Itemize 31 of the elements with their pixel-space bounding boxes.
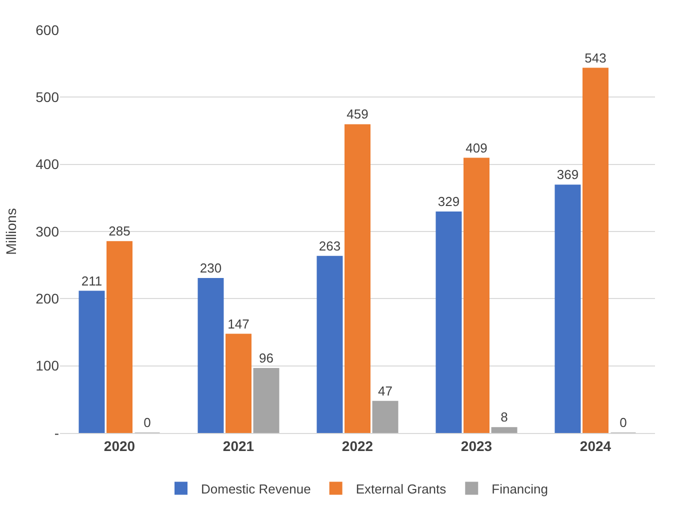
data-label: 96 — [259, 350, 274, 366]
data-label: 369 — [556, 167, 579, 182]
x-tick-label: 2023 — [460, 438, 492, 454]
data-label: 147 — [228, 316, 250, 332]
x-tick-label: 2024 — [580, 438, 612, 454]
y-tick-label: - — [54, 424, 60, 441]
y-tick-label: 200 — [36, 290, 60, 307]
legend-label: Financing — [492, 481, 548, 496]
data-label: 47 — [378, 383, 392, 398]
data-label: 543 — [584, 50, 606, 66]
y-axis-title: Millions — [3, 208, 20, 255]
data-label: 329 — [438, 194, 460, 210]
x-tick-label: 2021 — [222, 438, 254, 454]
data-label: 211 — [81, 273, 102, 288]
data-label: 0 — [620, 415, 627, 430]
y-tick-label: 300 — [36, 223, 60, 240]
data-label: 230 — [200, 260, 222, 276]
y-tick-label: 100 — [36, 358, 60, 374]
x-tick-label: 2022 — [342, 438, 374, 454]
legend-label: Domestic Revenue — [201, 481, 311, 496]
data-label: 459 — [346, 106, 368, 122]
legend-label: External Grants — [356, 481, 447, 496]
y-tick-label: 400 — [36, 156, 60, 172]
x-tick-label: 2020 — [104, 438, 136, 454]
data-label: 409 — [466, 140, 488, 156]
y-tick-label: 500 — [36, 89, 60, 106]
data-label: 285 — [108, 224, 130, 239]
y-tick-label: 600 — [36, 22, 60, 38]
data-label: 263 — [318, 238, 341, 254]
data-label: 0 — [144, 415, 151, 430]
data-label: 8 — [500, 410, 508, 425]
